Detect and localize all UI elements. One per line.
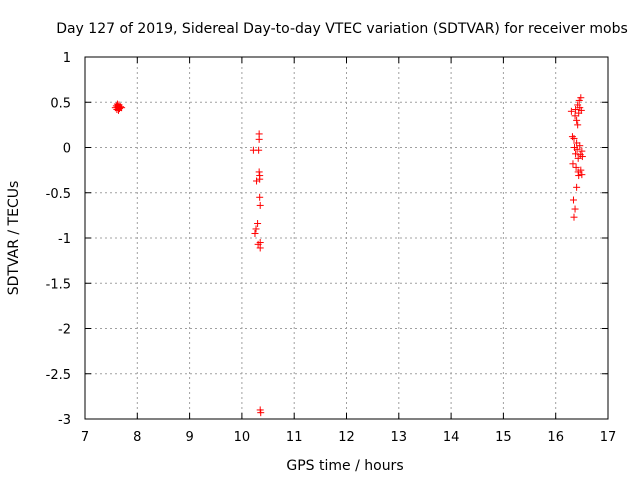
y-tick-label: -1.5: [46, 277, 71, 292]
data-point: [571, 205, 579, 213]
data-point: [572, 150, 580, 158]
y-tick-label: -2: [58, 323, 71, 338]
data-point: [117, 103, 125, 111]
x-tick-label: 14: [443, 430, 460, 445]
data-point: [576, 142, 584, 150]
data-point: [575, 172, 583, 180]
data-point: [573, 145, 581, 153]
x-tick-label: 8: [133, 430, 141, 445]
data-point: [574, 154, 582, 162]
data-point: [577, 106, 585, 114]
data-point: [569, 160, 577, 168]
data-point: [255, 168, 263, 176]
data-point: [256, 175, 264, 183]
x-tick-label: 11: [286, 430, 303, 445]
data-point: [572, 163, 580, 171]
data-point: [573, 116, 581, 124]
data-point: [577, 166, 585, 174]
data-point: [568, 133, 576, 141]
y-axis-label: SDTVAR / TECUs: [6, 181, 22, 296]
data-point: [255, 146, 263, 154]
x-axis-label: GPS time / hours: [286, 458, 403, 474]
data-point: [255, 130, 263, 138]
data-point: [578, 147, 586, 155]
data-point: [570, 213, 578, 221]
x-tick-label: 12: [338, 430, 355, 445]
data-point: [118, 104, 126, 112]
data-point: [253, 177, 261, 185]
y-tick-label: 0: [63, 142, 71, 157]
y-tick-label: -2.5: [46, 368, 71, 383]
x-tick-label: 16: [547, 430, 564, 445]
data-point: [577, 94, 585, 102]
data-point: [567, 107, 575, 115]
y-tick-label: -3: [58, 413, 71, 428]
data-point: [570, 134, 578, 142]
x-tick-label: 10: [234, 430, 251, 445]
x-tick-label: 17: [600, 430, 617, 445]
data-point: [256, 201, 264, 209]
y-tick-label: -0.5: [46, 187, 71, 202]
y-tick-label: 0.5: [50, 96, 71, 111]
x-tick-label: 13: [391, 430, 408, 445]
tick-labels: 7 8 9 10 11 12 13 14 15 16 17 1 0.5 0 -0.5 -1 -1.5 -2 -2.5…: [46, 51, 617, 445]
data-point: [569, 196, 577, 204]
data-point: [254, 220, 262, 228]
data-point: [578, 153, 586, 161]
data-point: [571, 112, 579, 120]
y-tick-label: 1: [63, 51, 71, 66]
plot-frame: [84, 56, 609, 420]
data-points: [111, 94, 586, 417]
data-point: [257, 409, 265, 417]
data-point: [256, 244, 264, 252]
y-tick-label: -1: [58, 232, 71, 247]
chart-title: Day 127 of 2019, Sidereal Day-to-day VTE…: [56, 21, 628, 37]
grid-lines: [85, 57, 608, 419]
data-point: [573, 183, 581, 191]
data-point: [256, 193, 264, 201]
data-point: [251, 229, 259, 237]
data-point: [574, 121, 582, 129]
data-point: [572, 105, 580, 113]
x-tick-label: 15: [495, 430, 512, 445]
data-point: [578, 171, 586, 179]
x-tick-label: 9: [185, 430, 193, 445]
data-point: [252, 225, 260, 233]
x-tick-label: 7: [81, 430, 89, 445]
